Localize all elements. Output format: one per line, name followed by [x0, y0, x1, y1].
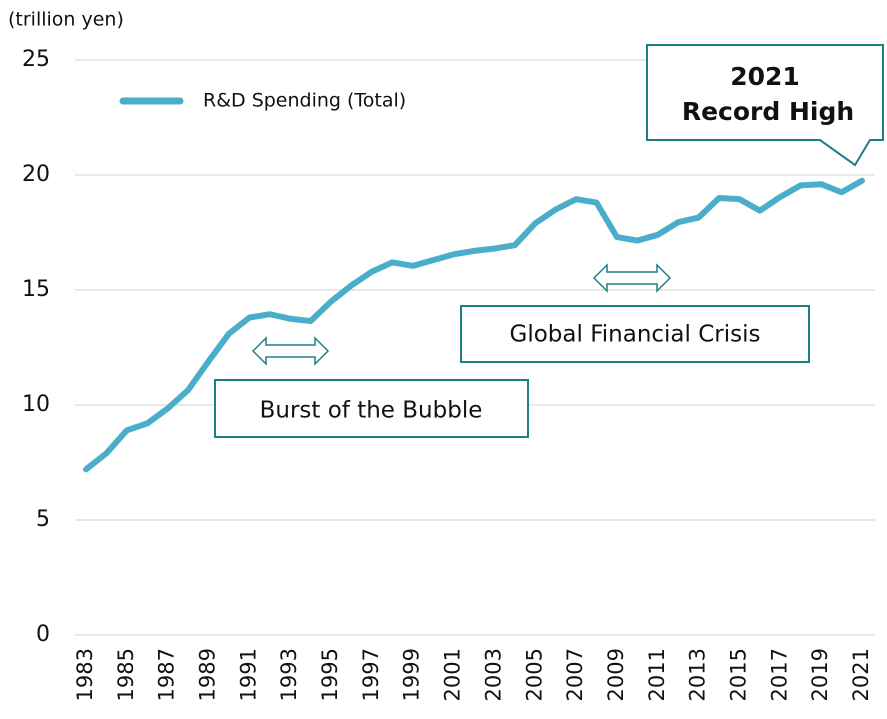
y-tick-label: 25: [22, 47, 50, 72]
double-arrow: [592, 263, 672, 293]
x-tick-label: 1993: [277, 648, 301, 701]
y-axis-label: (trillion yen): [8, 9, 124, 31]
annotation-box: [460, 305, 810, 363]
double-arrow: [251, 336, 330, 366]
callout-text: Record High: [682, 97, 854, 126]
x-tick-label: 2017: [767, 648, 791, 701]
x-tick-label: 2007: [563, 648, 587, 701]
x-tick-label: 1987: [155, 648, 179, 701]
y-tick-label: 10: [22, 392, 50, 417]
x-tick-label: 2015: [726, 648, 750, 701]
y-tick-label: 15: [22, 277, 50, 302]
annotation-text: Global Financial Crisis: [510, 322, 761, 348]
y-tick-label: 5: [36, 507, 50, 532]
annotation-box: [214, 379, 529, 438]
x-tick-label: 1995: [318, 648, 342, 701]
y-tick-label: 20: [22, 162, 50, 187]
x-tick-label: 1989: [196, 648, 220, 701]
callout-box: [646, 44, 884, 167]
x-tick-label: 2011: [645, 648, 669, 701]
x-tick-label: 1985: [114, 648, 138, 701]
x-tick-label: 2001: [441, 648, 465, 701]
y-tick-label: 0: [36, 622, 50, 647]
x-tick-label: 2021: [849, 648, 873, 701]
x-tick-label: 2013: [686, 648, 710, 701]
annotation-text: Burst of the Bubble: [260, 398, 483, 424]
data-line: [83, 177, 865, 473]
x-tick-label: 2003: [481, 648, 505, 701]
legend-label: R&D Spending (Total): [203, 90, 406, 112]
x-tick-label: 2019: [808, 648, 832, 701]
x-tick-label: 2009: [604, 648, 628, 701]
x-tick-label: 2005: [522, 648, 546, 701]
x-tick-label: 1997: [359, 648, 383, 701]
x-tick-label: 1991: [236, 648, 260, 701]
x-tick-label: 1983: [73, 648, 97, 701]
x-tick-label: 1999: [400, 648, 424, 701]
callout-text: 2021: [730, 62, 800, 91]
